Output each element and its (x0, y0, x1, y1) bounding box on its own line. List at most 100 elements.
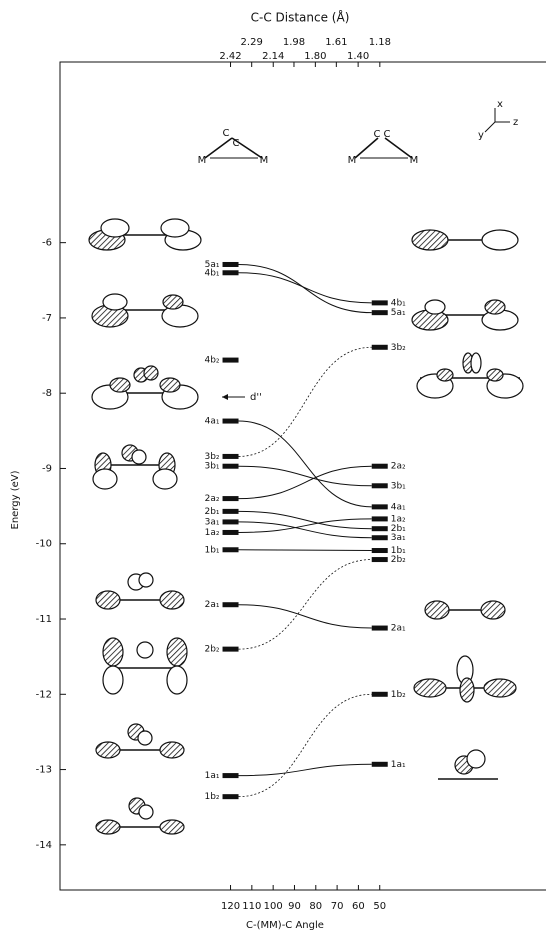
y-tick-label: -9 (42, 463, 52, 474)
level-label: 5a₁ (391, 308, 406, 318)
level-label: 2b₁ (204, 507, 219, 517)
energy-level (372, 548, 388, 553)
x-tick-label: 70 (331, 901, 344, 912)
x-tick-label: 120 (221, 901, 240, 912)
atom-label: C (384, 129, 391, 140)
energy-level (372, 345, 388, 350)
level-label: 1a₁ (391, 760, 406, 770)
x2-tick-label: 2.29 (241, 37, 263, 48)
y-axis-label: Energy (eV) (10, 470, 21, 529)
correlation-line (239, 560, 372, 650)
energy-level (223, 419, 239, 424)
correlation-line (239, 764, 372, 775)
x2-tick-label: 1.61 (325, 37, 347, 48)
y-tick-label: -13 (36, 765, 52, 776)
energy-level (372, 310, 388, 315)
level-label: 1a₁ (205, 771, 220, 781)
y-tick-label: -14 (36, 840, 52, 851)
x2-tick-label: 1.80 (304, 51, 326, 62)
arrow-head (222, 394, 228, 400)
energy-level (372, 300, 388, 305)
x2-tick-label: 2.14 (262, 51, 284, 62)
orbital-cartoons-right (412, 230, 523, 779)
atom-label: M (348, 155, 357, 166)
atom-label: M (410, 155, 419, 166)
x-tick-label: 90 (288, 901, 301, 912)
atom-label: C (223, 128, 230, 139)
right-structure: M C C M (348, 129, 419, 166)
energy-level (223, 262, 239, 267)
atom-label: C (233, 138, 240, 149)
diagram: C-C Distance (Å) Energy (eV) C-(MM)-C An… (0, 0, 546, 935)
level-label: 4b₂ (204, 356, 219, 366)
y-tick-label: -12 (36, 689, 52, 700)
energy-level (223, 773, 239, 778)
atom-label: M (198, 155, 207, 166)
y-tick-label: -8 (42, 388, 52, 399)
energy-level (223, 530, 239, 535)
atom-label: M (260, 155, 269, 166)
level-label: 4b₁ (391, 298, 406, 308)
level-label: 1b₁ (204, 545, 219, 555)
energy-level (372, 504, 388, 509)
correlation-line (239, 421, 372, 507)
energy-level (372, 762, 388, 767)
correlation-line (239, 522, 372, 538)
energy-level (372, 464, 388, 469)
level-label: 3a₁ (391, 533, 406, 543)
energy-level (223, 496, 239, 501)
correlation-line (239, 264, 372, 312)
energy-level (372, 516, 388, 521)
level-label: 1b₂ (391, 690, 406, 700)
x2-tick-label: 1.98 (283, 37, 305, 48)
level-label: 1a₂ (205, 528, 220, 538)
energy-level (223, 647, 239, 652)
correlation-line (239, 550, 372, 551)
y-tick-label: -11 (36, 614, 52, 625)
left-structure: M C C M (198, 128, 269, 166)
energy-level (372, 526, 388, 531)
level-label: 2b₂ (204, 645, 219, 655)
level-label: 4a₁ (391, 502, 406, 512)
energy-level (223, 454, 239, 459)
energy-level (372, 692, 388, 697)
energy-level (223, 358, 239, 363)
atom-label: C (374, 129, 381, 140)
x-tick-label: 100 (264, 901, 283, 912)
orbital-cartoons-left (89, 219, 201, 834)
level-label: 2b₂ (391, 555, 406, 565)
level-label: 3a₁ (205, 517, 220, 527)
level-label: 3b₁ (391, 481, 406, 491)
x-tick-label: 50 (373, 901, 386, 912)
energy-level (372, 535, 388, 540)
energy-level (223, 270, 239, 275)
x2-tick-label: 1.18 (369, 37, 391, 48)
x-axis-label: C-(MM)-C Angle (246, 920, 324, 931)
title: C-C Distance (Å) (251, 10, 350, 25)
energy-level (223, 547, 239, 552)
level-label: 3b₁ (204, 462, 219, 472)
y-tick-label: -10 (36, 539, 52, 550)
energy-level (372, 557, 388, 562)
level-label: 4b₁ (204, 268, 219, 278)
level-label: 2a₂ (391, 462, 406, 472)
energy-level (372, 483, 388, 488)
energy-level (223, 794, 239, 799)
energy-level (372, 626, 388, 631)
y-tick-label: -7 (42, 313, 52, 324)
correlation-line (239, 273, 372, 303)
annotation: d'' (250, 392, 262, 403)
energy-level (223, 464, 239, 469)
level-label: 3b₂ (204, 452, 219, 462)
level-label: 2a₁ (391, 624, 406, 634)
x2-tick-label: 1.40 (347, 51, 369, 62)
axis-glyph-label: y (478, 130, 484, 141)
y-tick-label: -6 (42, 238, 52, 249)
level-label: 4a₁ (205, 417, 220, 427)
x2-tick-label: 2.42 (219, 51, 241, 62)
axis-glyph-label: z (513, 117, 518, 128)
axis-glyph-label: x (497, 99, 503, 110)
correlation-line (239, 519, 372, 533)
level-label: 2a₂ (205, 494, 220, 504)
energy-level (223, 509, 239, 514)
